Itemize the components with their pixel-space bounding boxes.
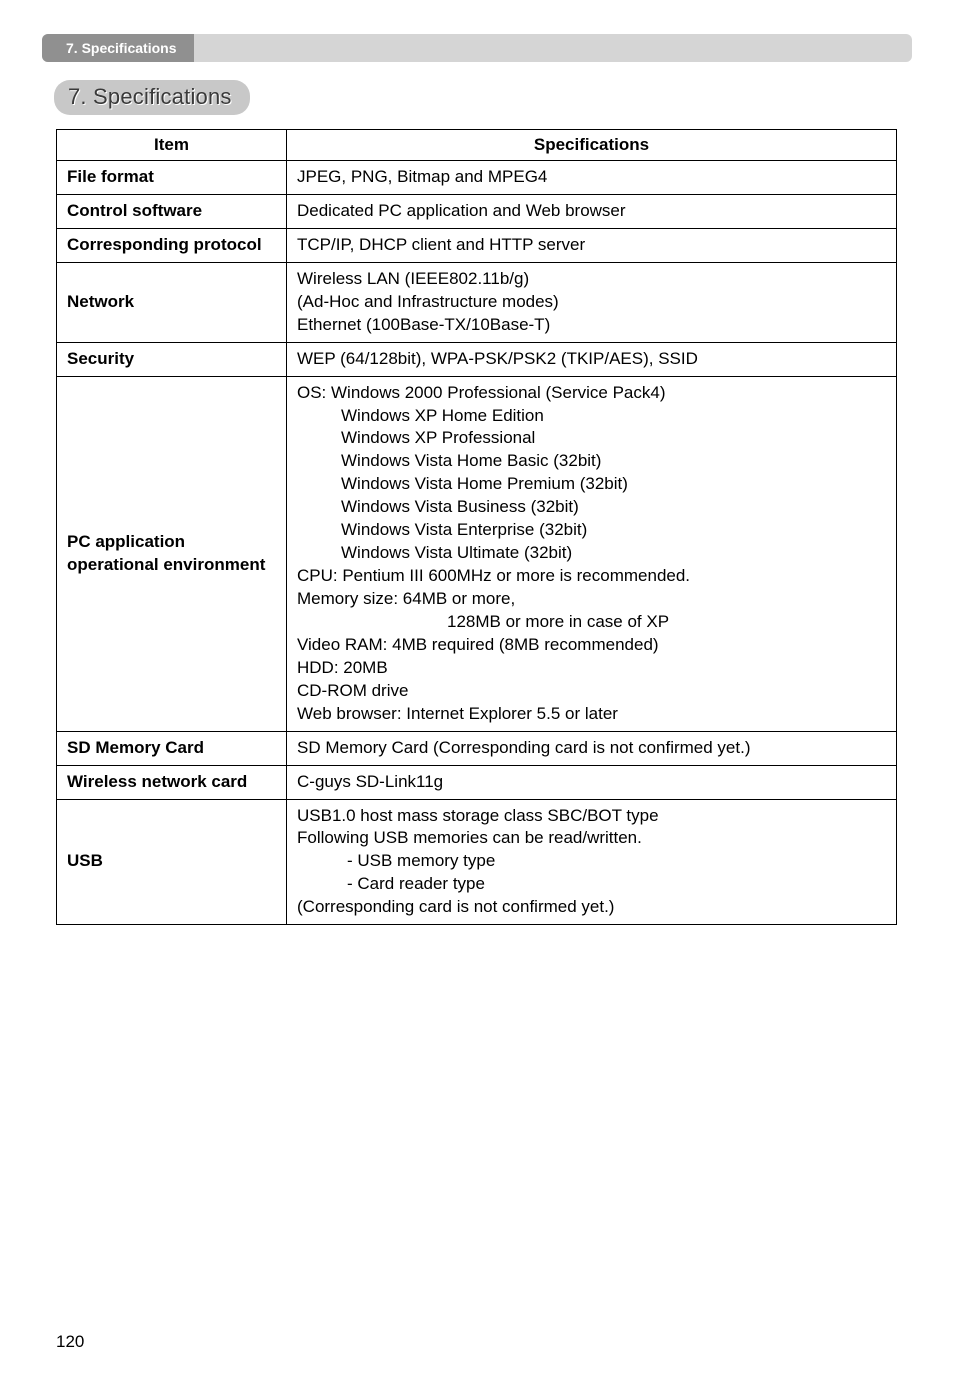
row-label: File format (57, 161, 287, 195)
text-line: - Card reader type (297, 873, 886, 896)
text-line: Windows XP Home Edition (297, 405, 886, 428)
table-row: File format JPEG, PNG, Bitmap and MPEG4 (57, 161, 897, 195)
row-value: JPEG, PNG, Bitmap and MPEG4 (287, 161, 897, 195)
section-text: 7. Specifications (68, 84, 232, 110)
row-label: PC application operational environment (57, 376, 287, 731)
row-label: USB (57, 799, 287, 925)
text-line: (Corresponding card is not confirmed yet… (297, 897, 614, 916)
text-line: Windows Vista Home Basic (32bit) (297, 450, 886, 473)
text-line: Video RAM: 4MB required (8MB recommended… (297, 635, 659, 654)
text-line: - USB memory type (297, 850, 886, 873)
row-label: Corresponding protocol (57, 228, 287, 262)
specifications-table: Item Specifications File format JPEG, PN… (56, 129, 897, 925)
text-line: Windows Vista Business (32bit) (297, 496, 886, 519)
table-header-row: Item Specifications (57, 130, 897, 161)
text-line: Windows Vista Ultimate (32bit) (297, 542, 886, 565)
row-value: WEP (64/128bit), WPA-PSK/PSK2 (TKIP/AES)… (287, 342, 897, 376)
header-item: Item (57, 130, 287, 161)
text-line: (Ad-Hoc and Infrastructure modes) (297, 292, 559, 311)
text-line: 128MB or more in case of XP (297, 611, 886, 634)
row-value: USB1.0 host mass storage class SBC/BOT t… (287, 799, 897, 925)
page-number: 120 (56, 1332, 84, 1352)
row-label: Network (57, 262, 287, 342)
table-row: Network Wireless LAN (IEEE802.11b/g) (Ad… (57, 262, 897, 342)
text-line: Windows XP Professional (297, 427, 886, 450)
breadcrumb-tab: 7. Specifications (42, 34, 194, 62)
row-value: OS: Windows 2000 Professional (Service P… (287, 376, 897, 731)
row-value: Dedicated PC application and Web browser (287, 194, 897, 228)
table-row: Security WEP (64/128bit), WPA-PSK/PSK2 (… (57, 342, 897, 376)
table-row: Wireless network card C-guys SD-Link11g (57, 765, 897, 799)
table-row: Control software Dedicated PC applicatio… (57, 194, 897, 228)
row-label: Security (57, 342, 287, 376)
text-line: Windows Vista Home Premium (32bit) (297, 473, 886, 496)
text-line: CD-ROM drive (297, 681, 408, 700)
text-line: HDD: 20MB (297, 658, 388, 677)
table-row: PC application operational environment O… (57, 376, 897, 731)
row-value: C-guys SD-Link11g (287, 765, 897, 799)
section-pill: 7. Specifications (54, 80, 250, 115)
row-value: Wireless LAN (IEEE802.11b/g) (Ad-Hoc and… (287, 262, 897, 342)
section-title: 7. Specifications (54, 80, 954, 115)
text-line: OS: Windows 2000 Professional (Service P… (297, 383, 666, 402)
row-label: Control software (57, 194, 287, 228)
text-line: Wireless LAN (IEEE802.11b/g) (297, 269, 529, 288)
breadcrumb-label: 7. Specifications (66, 40, 176, 56)
table-row: Corresponding protocol TCP/IP, DHCP clie… (57, 228, 897, 262)
text-line: Web browser: Internet Explorer 5.5 or la… (297, 704, 618, 723)
table-row: SD Memory Card SD Memory Card (Correspon… (57, 731, 897, 765)
text-line: Memory size: 64MB or more, (297, 589, 515, 608)
row-label: Wireless network card (57, 765, 287, 799)
breadcrumb-bar: 7. Specifications (42, 34, 912, 62)
text-line: USB1.0 host mass storage class SBC/BOT t… (297, 806, 659, 825)
header-spec: Specifications (287, 130, 897, 161)
row-label: SD Memory Card (57, 731, 287, 765)
text-line: CPU: Pentium III 600MHz or more is recom… (297, 566, 690, 585)
row-value: SD Memory Card (Corresponding card is no… (287, 731, 897, 765)
text-line: Windows Vista Enterprise (32bit) (297, 519, 886, 542)
table-row: USB USB1.0 host mass storage class SBC/B… (57, 799, 897, 925)
row-value: TCP/IP, DHCP client and HTTP server (287, 228, 897, 262)
text-line: Ethernet (100Base-TX/10Base-T) (297, 315, 550, 334)
text-line: Following USB memories can be read/writt… (297, 828, 642, 847)
